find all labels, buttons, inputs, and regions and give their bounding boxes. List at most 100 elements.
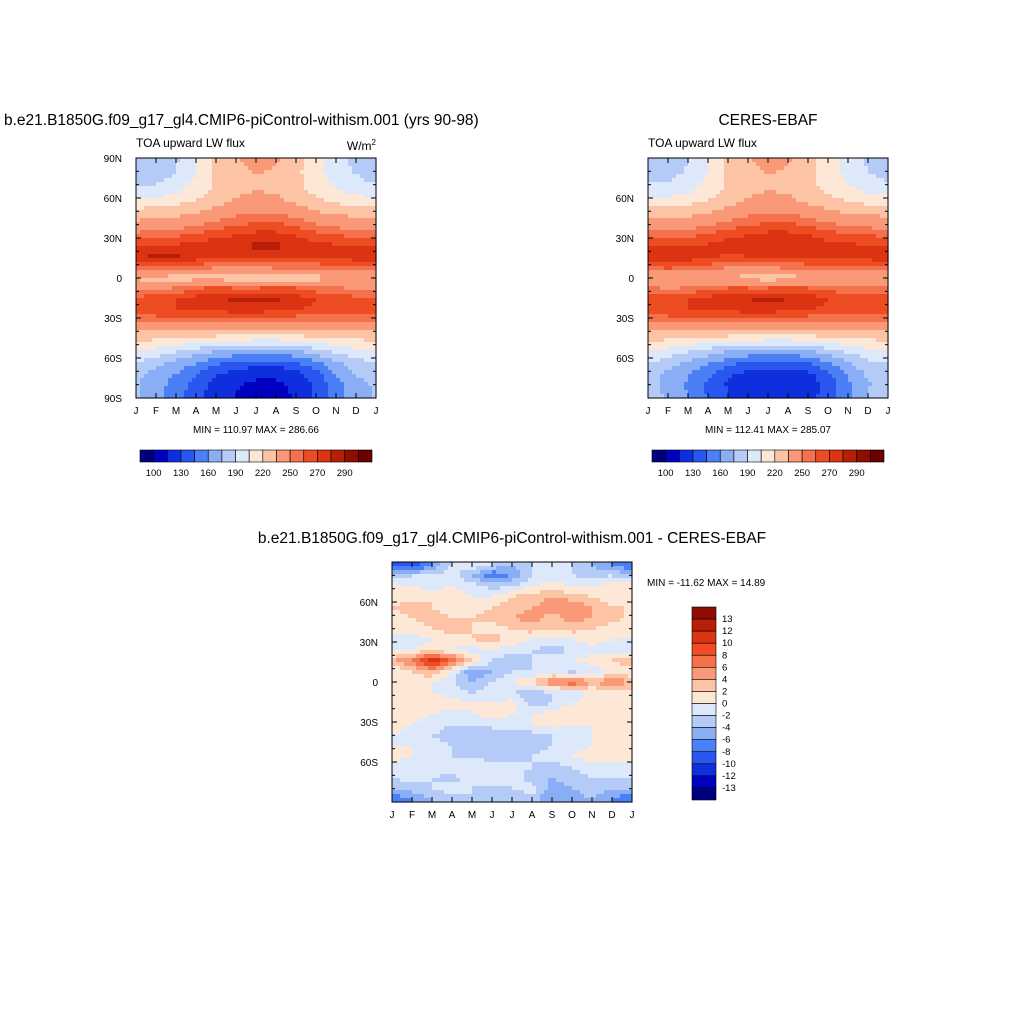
heatmap-cell <box>228 382 233 387</box>
heatmap-cell <box>660 242 665 247</box>
heatmap-cell <box>240 278 245 283</box>
heatmap-cell <box>264 298 269 303</box>
heatmap-cell <box>236 282 241 287</box>
heatmap-cell <box>168 158 173 163</box>
heatmap-cell <box>312 250 317 255</box>
x-tick-label: S <box>293 406 300 417</box>
heatmap-cell <box>796 234 801 239</box>
heatmap-cell <box>184 386 189 391</box>
heatmap-cell <box>268 166 273 171</box>
heatmap-cell <box>652 226 657 231</box>
heatmap-cell <box>220 314 225 319</box>
heatmap-cell <box>372 174 377 179</box>
heatmap-cell <box>352 282 357 287</box>
heatmap-cell <box>180 254 185 259</box>
heatmap-cell <box>328 198 333 203</box>
heatmap-cell <box>712 210 717 215</box>
heatmap-cell <box>804 194 809 199</box>
heatmap-cell <box>232 194 237 199</box>
heatmap-cell <box>164 218 169 223</box>
heatmap-cell <box>280 290 285 295</box>
heatmap-cell <box>168 394 173 399</box>
heatmap-cell <box>140 386 145 391</box>
heatmap-cell <box>652 202 657 207</box>
heatmap-cell <box>648 170 653 175</box>
heatmap-cell <box>840 198 845 203</box>
heatmap-cell <box>176 230 181 235</box>
heatmap-cell <box>348 238 353 243</box>
heatmap-cell <box>148 274 153 279</box>
heatmap-cell <box>152 298 157 303</box>
heatmap-cell <box>264 258 269 263</box>
heatmap-cell <box>364 202 369 207</box>
heatmap-cell <box>192 226 197 231</box>
heatmap-cell <box>220 322 225 327</box>
heatmap-cell <box>256 326 261 331</box>
heatmap-cell <box>160 182 165 187</box>
heatmap-cell <box>816 198 821 203</box>
heatmap-cell <box>180 306 185 311</box>
heatmap-cell <box>856 238 861 243</box>
heatmap-cell <box>372 270 377 275</box>
heatmap-cell <box>764 186 769 191</box>
heatmap-cell <box>236 310 241 315</box>
heatmap-cell <box>240 330 245 335</box>
heatmap-cell <box>320 282 325 287</box>
heatmap-cell <box>180 310 185 315</box>
heatmap-cell <box>864 194 869 199</box>
heatmap-cell <box>260 310 265 315</box>
heatmap-cell <box>156 274 161 279</box>
heatmap-cell <box>320 222 325 227</box>
heatmap-cell <box>764 218 769 223</box>
heatmap-cell <box>752 210 757 215</box>
heatmap-cell <box>252 318 257 323</box>
colorbar-box <box>262 449 277 463</box>
heatmap-cell <box>144 330 149 335</box>
heatmap-cell <box>340 234 345 239</box>
heatmap-cell <box>304 362 309 367</box>
heatmap-cell <box>252 238 257 243</box>
heatmap-cell <box>236 346 241 351</box>
heatmap-cell <box>708 162 713 167</box>
heatmap-cell <box>200 246 205 251</box>
heatmap-cell <box>312 338 317 343</box>
heatmap-cell <box>180 322 185 327</box>
heatmap-cell <box>216 394 221 399</box>
heatmap-cell <box>192 258 197 263</box>
heatmap-cell <box>336 202 341 207</box>
heatmap-cell <box>692 166 697 171</box>
heatmap-cell <box>736 234 741 239</box>
heatmap-cell <box>144 366 149 371</box>
heatmap-cell <box>344 198 349 203</box>
heatmap-cell <box>248 366 253 371</box>
heatmap-cell <box>140 374 145 379</box>
heatmap-cell <box>264 218 269 223</box>
heatmap-cell <box>220 342 225 347</box>
heatmap-cell <box>204 162 209 167</box>
heatmap-cell <box>184 166 189 171</box>
heatmap-cell <box>872 166 877 171</box>
heatmap-cell <box>156 386 161 391</box>
heatmap-cell <box>716 166 721 171</box>
heatmap-cell <box>364 290 369 295</box>
heatmap-cell <box>296 330 301 335</box>
heatmap-cell <box>832 186 837 191</box>
heatmap-cell <box>272 302 277 307</box>
heatmap-cell <box>316 254 321 259</box>
heatmap-cell <box>320 370 325 375</box>
heatmap-cell <box>208 306 213 311</box>
heatmap-cell <box>300 170 305 175</box>
heatmap-cell <box>856 166 861 171</box>
heatmap-cell <box>144 182 149 187</box>
heatmap-cell <box>192 374 197 379</box>
heatmap-cell <box>140 190 145 195</box>
heatmap-cell <box>192 354 197 359</box>
heatmap-cell <box>756 210 761 215</box>
heatmap-cell <box>252 202 257 207</box>
heatmap-cell <box>656 226 661 231</box>
heatmap-cell <box>284 182 289 187</box>
heatmap-cell <box>164 206 169 211</box>
heatmap-cell <box>856 190 861 195</box>
heatmap-cell <box>776 158 781 163</box>
heatmap-cell <box>824 210 829 215</box>
